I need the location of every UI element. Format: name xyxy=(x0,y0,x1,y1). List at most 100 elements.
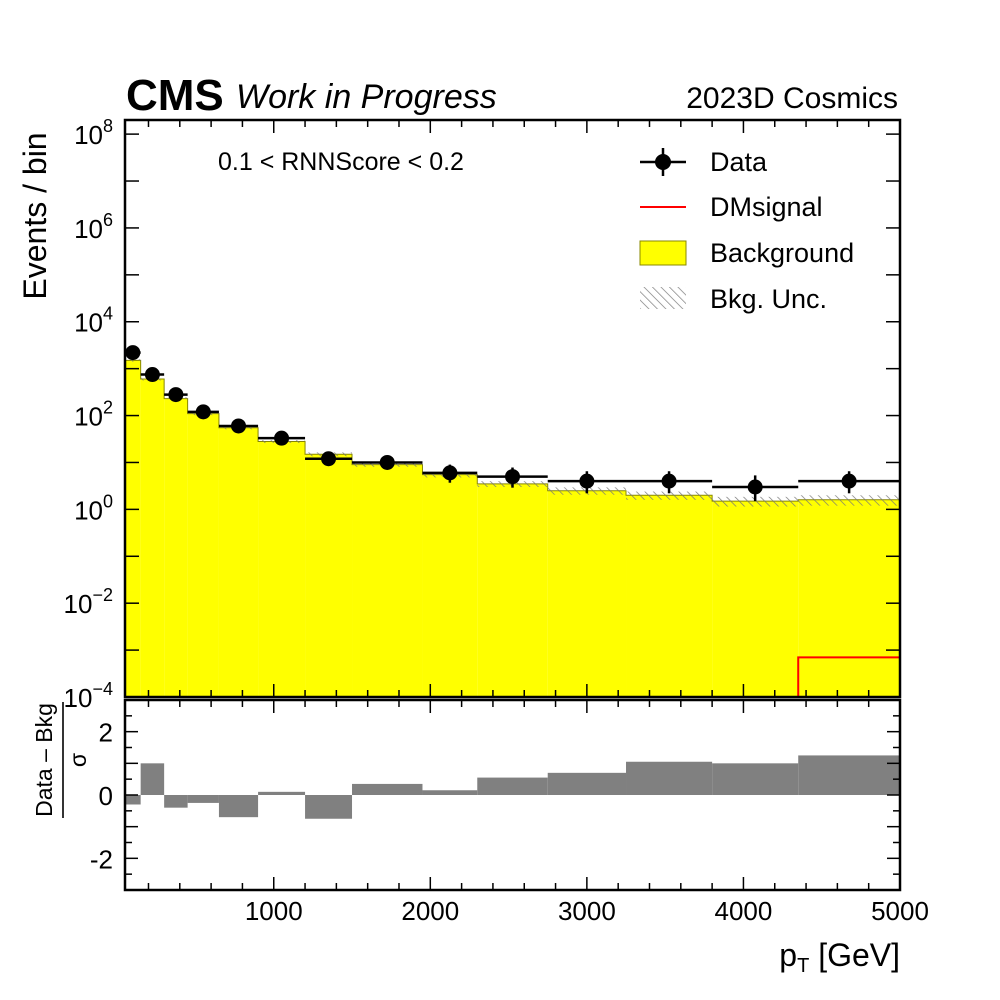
background-bar xyxy=(547,490,627,697)
background-bar xyxy=(125,360,141,697)
data-marker-icon xyxy=(655,154,671,170)
pull-bar xyxy=(258,791,306,795)
pull-bar xyxy=(125,795,141,805)
data-point xyxy=(626,471,713,494)
legend-entry-uncertainty: Bkg. Unc. xyxy=(640,284,827,314)
ratio-y-tick-label: 0 xyxy=(99,781,113,811)
y-tick-label: 100 xyxy=(74,491,113,525)
legend-entry-background: Background xyxy=(639,238,854,268)
data-point xyxy=(218,418,259,434)
data-marker xyxy=(505,469,520,485)
signal-histogram xyxy=(797,656,900,697)
ratio-y-axis-label: Data – Bkg σ xyxy=(31,702,91,818)
uncertainty-band xyxy=(798,495,900,506)
axis-ticks xyxy=(125,120,900,891)
pull-bar xyxy=(352,783,423,795)
pull-bar xyxy=(547,772,627,795)
legend-label-signal: DMsignal xyxy=(710,192,823,222)
pull-bar xyxy=(798,755,900,795)
ratio-ylabel-denominator: σ xyxy=(65,753,91,767)
y-tick-label: 10−2 xyxy=(64,585,113,619)
data-point xyxy=(258,430,306,446)
y-tick-label: 104 xyxy=(74,304,113,338)
y-tick-label: 102 xyxy=(74,398,113,432)
background-bar xyxy=(477,483,548,697)
data-point xyxy=(187,404,219,420)
pull-bar xyxy=(477,777,548,795)
legend: Data DMsignal Background Bkg. Unc. xyxy=(639,147,854,314)
uncertainty-band xyxy=(626,491,713,500)
background-bar xyxy=(422,474,478,697)
data-point xyxy=(477,467,548,488)
ratio-y-tick-label: -2 xyxy=(90,844,113,874)
legend-entry-signal: DMsignal xyxy=(640,192,823,222)
data-point xyxy=(164,387,188,403)
background-bar xyxy=(352,464,423,697)
legend-label-uncertainty: Bkg. Unc. xyxy=(710,284,827,314)
data-marker xyxy=(274,430,290,446)
data-marker xyxy=(379,454,395,470)
svg-text:pT [GeV]: pT [GeV] xyxy=(779,937,900,977)
axis-tick-labels: 1000 2000 3000 4000 5000 108 106 104 102 100 10−2 1… xyxy=(64,116,929,926)
x-tick-label: 3000 xyxy=(558,896,616,926)
y-tick-label: 106 xyxy=(74,210,113,244)
data-point xyxy=(352,454,423,470)
experiment-label: CMS xyxy=(126,71,224,120)
data-marker xyxy=(442,465,458,481)
background-bar xyxy=(712,501,799,697)
x-tick-label: 1000 xyxy=(245,896,303,926)
x-tick-label: 5000 xyxy=(871,896,929,926)
data-marker xyxy=(125,345,141,361)
data-point xyxy=(125,345,141,361)
x-axis-label-unit: [GeV] xyxy=(809,937,900,973)
pull-bar xyxy=(140,763,165,795)
y-tick-label: 10−4 xyxy=(64,679,113,713)
x-tick-label: 2000 xyxy=(401,896,459,926)
pull-bar xyxy=(305,795,353,819)
background-bar xyxy=(258,441,306,697)
x-axis-label-sub: T xyxy=(797,955,809,977)
background-bar xyxy=(164,398,188,697)
status-label: Work in Progress xyxy=(236,78,497,116)
background-bar xyxy=(626,495,713,697)
data-marker xyxy=(841,473,857,489)
legend-entry-data: Data xyxy=(640,147,768,177)
data-point xyxy=(305,451,353,467)
data-point xyxy=(140,367,165,383)
x-tick-label: 4000 xyxy=(715,896,773,926)
x-axis-label: pT [GeV] xyxy=(779,937,900,977)
background-bar xyxy=(798,499,900,697)
ratio-plot-area xyxy=(125,755,900,819)
data-point xyxy=(422,464,478,483)
pull-bar xyxy=(712,763,799,795)
pull-bar xyxy=(164,795,188,808)
data-marker xyxy=(579,473,595,489)
data-point xyxy=(798,471,900,494)
cut-annotation: 0.1 < RNNScore < 0.2 xyxy=(218,148,464,176)
data-marker xyxy=(747,479,763,495)
background-bar xyxy=(140,379,165,697)
data-marker xyxy=(195,404,211,420)
background-swatch-icon xyxy=(639,240,687,266)
data-marker xyxy=(144,367,160,383)
hatch-swatch-icon xyxy=(640,287,686,309)
background-bar xyxy=(218,427,259,697)
uncertainty-band xyxy=(125,359,141,362)
pull-bar xyxy=(626,761,713,795)
pull-bar xyxy=(218,795,259,818)
main-axes-frame xyxy=(123,118,902,699)
pull-bar xyxy=(187,795,219,803)
ratio-y-tick-label: 2 xyxy=(99,718,113,748)
legend-label-data: Data xyxy=(710,147,768,177)
uncertainty-band xyxy=(712,496,799,507)
x-axis-label-main: p xyxy=(779,937,797,973)
data-marker xyxy=(168,387,184,403)
data-marker xyxy=(661,473,677,489)
run-label: 2023D Cosmics xyxy=(686,82,898,115)
legend-label-background: Background xyxy=(710,238,854,268)
y-axis-label: Events / bin xyxy=(17,132,53,299)
data-point xyxy=(712,475,799,502)
y-tick-label: 108 xyxy=(74,116,113,150)
data-marker xyxy=(231,418,247,434)
background-bar xyxy=(305,454,353,697)
